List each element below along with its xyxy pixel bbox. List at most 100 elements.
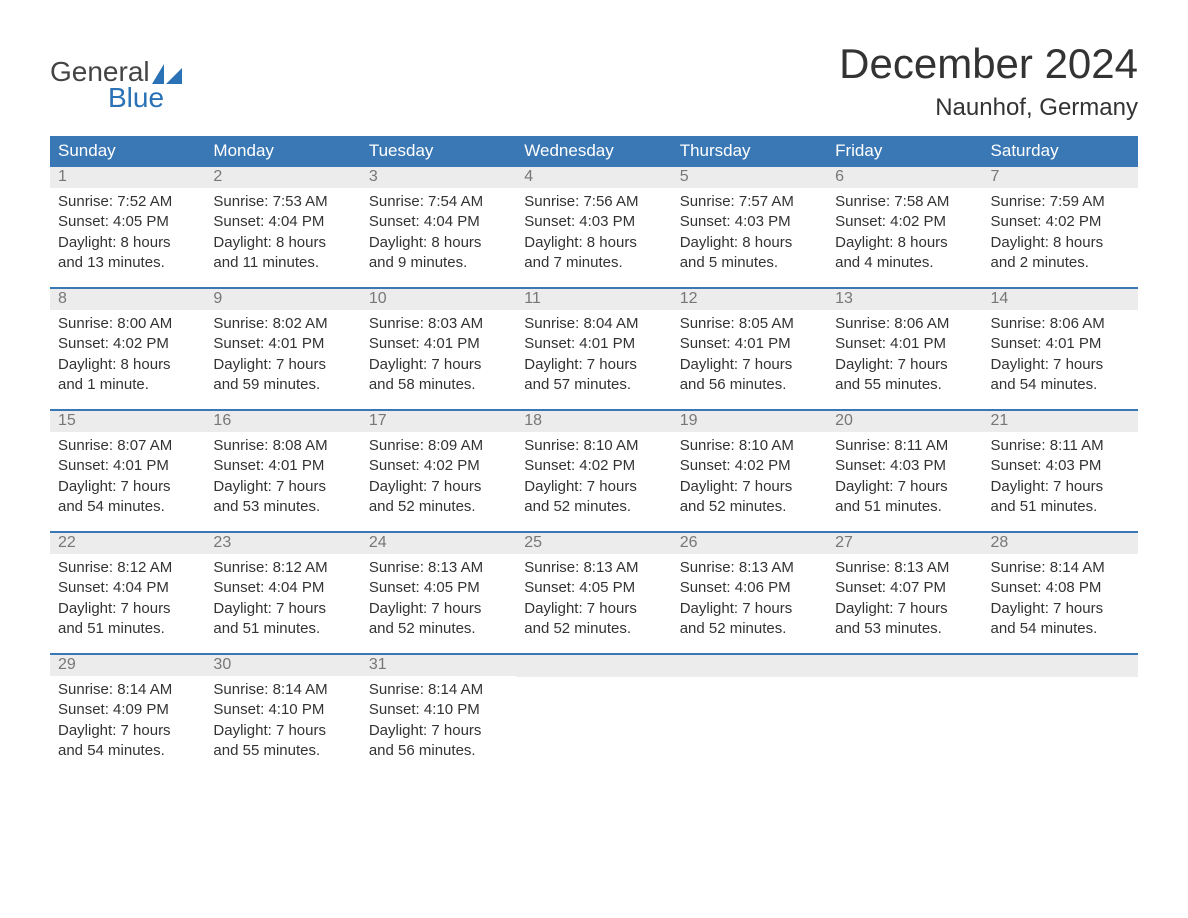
day-cell: 25Sunrise: 8:13 AMSunset: 4:05 PMDayligh…	[516, 533, 671, 653]
sunrise-line: Sunrise: 8:07 AM	[58, 436, 197, 456]
day-cell: 11Sunrise: 8:04 AMSunset: 4:01 PMDayligh…	[516, 289, 671, 409]
sunrise-line: Sunrise: 8:14 AM	[58, 680, 197, 700]
day-info: Sunrise: 8:05 AMSunset: 4:01 PMDaylight:…	[672, 310, 827, 403]
day-number: 8	[50, 289, 205, 310]
day-info: Sunrise: 8:10 AMSunset: 4:02 PMDaylight:…	[516, 432, 671, 525]
day-number: 27	[827, 533, 982, 554]
d2-line: and 52 minutes.	[524, 497, 663, 517]
d1-line: Daylight: 8 hours	[58, 233, 197, 253]
sunset-line: Sunset: 4:03 PM	[991, 456, 1130, 476]
brand-word-blue: Blue	[50, 84, 182, 112]
day-number: 5	[672, 167, 827, 188]
d1-line: Daylight: 7 hours	[369, 721, 508, 741]
d1-line: Daylight: 7 hours	[369, 599, 508, 619]
d2-line: and 58 minutes.	[369, 375, 508, 395]
sunset-line: Sunset: 4:05 PM	[524, 578, 663, 598]
sunset-line: Sunset: 4:01 PM	[213, 334, 352, 354]
day-info: Sunrise: 8:03 AMSunset: 4:01 PMDaylight:…	[361, 310, 516, 403]
sunrise-line: Sunrise: 8:06 AM	[991, 314, 1130, 334]
day-cell: 10Sunrise: 8:03 AMSunset: 4:01 PMDayligh…	[361, 289, 516, 409]
sunrise-line: Sunrise: 8:02 AM	[213, 314, 352, 334]
calendar-page: General Blue December 2024 Naunhof, Germ…	[0, 0, 1188, 825]
day-cell: 28Sunrise: 8:14 AMSunset: 4:08 PMDayligh…	[983, 533, 1138, 653]
day-number: 4	[516, 167, 671, 188]
d2-line: and 52 minutes.	[680, 497, 819, 517]
d1-line: Daylight: 8 hours	[835, 233, 974, 253]
day-info: Sunrise: 8:00 AMSunset: 4:02 PMDaylight:…	[50, 310, 205, 403]
sunrise-line: Sunrise: 7:52 AM	[58, 192, 197, 212]
day-number: 1	[50, 167, 205, 188]
day-info: Sunrise: 7:53 AMSunset: 4:04 PMDaylight:…	[205, 188, 360, 281]
sunset-line: Sunset: 4:10 PM	[213, 700, 352, 720]
sunset-line: Sunset: 4:07 PM	[835, 578, 974, 598]
d2-line: and 52 minutes.	[680, 619, 819, 639]
day-info: Sunrise: 8:10 AMSunset: 4:02 PMDaylight:…	[672, 432, 827, 525]
weekday-header: Monday	[205, 136, 360, 167]
day-number: 16	[205, 411, 360, 432]
sunset-line: Sunset: 4:04 PM	[213, 578, 352, 598]
sunset-line: Sunset: 4:05 PM	[58, 212, 197, 232]
day-number: 9	[205, 289, 360, 310]
d1-line: Daylight: 7 hours	[991, 477, 1130, 497]
day-info: Sunrise: 7:52 AMSunset: 4:05 PMDaylight:…	[50, 188, 205, 281]
brand-sail-icon	[152, 64, 182, 84]
weekday-header: Tuesday	[361, 136, 516, 167]
title-block: December 2024 Naunhof, Germany	[839, 40, 1138, 122]
sunset-line: Sunset: 4:05 PM	[369, 578, 508, 598]
d1-line: Daylight: 7 hours	[680, 355, 819, 375]
sunrise-line: Sunrise: 8:10 AM	[680, 436, 819, 456]
sunrise-line: Sunrise: 8:08 AM	[213, 436, 352, 456]
sunset-line: Sunset: 4:02 PM	[991, 212, 1130, 232]
day-number: 23	[205, 533, 360, 554]
sunset-line: Sunset: 4:10 PM	[369, 700, 508, 720]
day-number: 19	[672, 411, 827, 432]
day-number: 17	[361, 411, 516, 432]
sunrise-line: Sunrise: 7:54 AM	[369, 192, 508, 212]
sunset-line: Sunset: 4:01 PM	[213, 456, 352, 476]
d2-line: and 4 minutes.	[835, 253, 974, 273]
day-info: Sunrise: 8:13 AMSunset: 4:07 PMDaylight:…	[827, 554, 982, 647]
sunset-line: Sunset: 4:04 PM	[369, 212, 508, 232]
day-cell	[827, 655, 982, 775]
day-cell: 13Sunrise: 8:06 AMSunset: 4:01 PMDayligh…	[827, 289, 982, 409]
sunrise-line: Sunrise: 8:14 AM	[991, 558, 1130, 578]
sunrise-line: Sunrise: 8:06 AM	[835, 314, 974, 334]
weekday-header: Friday	[827, 136, 982, 167]
day-cell: 26Sunrise: 8:13 AMSunset: 4:06 PMDayligh…	[672, 533, 827, 653]
day-cell: 8Sunrise: 8:00 AMSunset: 4:02 PMDaylight…	[50, 289, 205, 409]
calendar-grid: Sunday Monday Tuesday Wednesday Thursday…	[50, 136, 1138, 775]
d2-line: and 54 minutes.	[991, 375, 1130, 395]
d2-line: and 55 minutes.	[835, 375, 974, 395]
day-number: 6	[827, 167, 982, 188]
sunrise-line: Sunrise: 8:13 AM	[369, 558, 508, 578]
day-info: Sunrise: 8:12 AMSunset: 4:04 PMDaylight:…	[50, 554, 205, 647]
day-cell: 30Sunrise: 8:14 AMSunset: 4:10 PMDayligh…	[205, 655, 360, 775]
day-info: Sunrise: 8:06 AMSunset: 4:01 PMDaylight:…	[983, 310, 1138, 403]
month-title: December 2024	[839, 40, 1138, 88]
day-info: Sunrise: 8:11 AMSunset: 4:03 PMDaylight:…	[983, 432, 1138, 525]
page-header: General Blue December 2024 Naunhof, Germ…	[50, 40, 1138, 122]
day-number: 29	[50, 655, 205, 676]
d1-line: Daylight: 7 hours	[58, 477, 197, 497]
day-cell: 20Sunrise: 8:11 AMSunset: 4:03 PMDayligh…	[827, 411, 982, 531]
sunset-line: Sunset: 4:02 PM	[58, 334, 197, 354]
sunset-line: Sunset: 4:04 PM	[58, 578, 197, 598]
d1-line: Daylight: 7 hours	[213, 355, 352, 375]
sunrise-line: Sunrise: 7:57 AM	[680, 192, 819, 212]
d1-line: Daylight: 8 hours	[213, 233, 352, 253]
day-number: 22	[50, 533, 205, 554]
sunset-line: Sunset: 4:01 PM	[680, 334, 819, 354]
d2-line: and 53 minutes.	[835, 619, 974, 639]
sunrise-line: Sunrise: 8:12 AM	[58, 558, 197, 578]
day-info: Sunrise: 8:13 AMSunset: 4:06 PMDaylight:…	[672, 554, 827, 647]
d1-line: Daylight: 7 hours	[680, 477, 819, 497]
d2-line: and 9 minutes.	[369, 253, 508, 273]
day-number: 3	[361, 167, 516, 188]
day-cell: 18Sunrise: 8:10 AMSunset: 4:02 PMDayligh…	[516, 411, 671, 531]
week-row: 22Sunrise: 8:12 AMSunset: 4:04 PMDayligh…	[50, 531, 1138, 653]
d1-line: Daylight: 8 hours	[680, 233, 819, 253]
day-cell	[672, 655, 827, 775]
day-number: 15	[50, 411, 205, 432]
sunrise-line: Sunrise: 8:14 AM	[213, 680, 352, 700]
d1-line: Daylight: 7 hours	[835, 355, 974, 375]
